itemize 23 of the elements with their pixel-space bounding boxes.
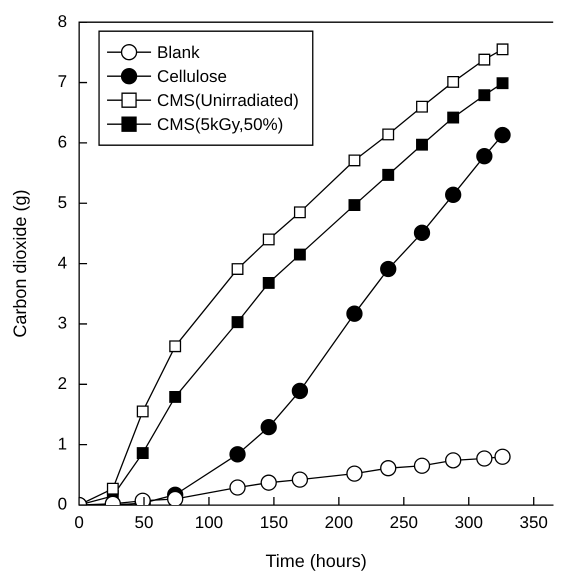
x-axis-title: Time (hours) [265, 551, 367, 572]
y-tick-label: 5 [58, 192, 68, 212]
y-axis-title: Carbon dioxide (g) [10, 190, 30, 338]
y-tick-label: 6 [58, 132, 68, 152]
x-tick-label: 0 [74, 512, 84, 532]
legend-label: Blank [157, 42, 200, 62]
legend-label: Cellulose [157, 66, 227, 86]
x-tick-label: 150 [260, 512, 288, 532]
y-tick-label: 3 [58, 314, 68, 333]
x-tick-label: 300 [454, 512, 483, 532]
y-tick-label: 2 [58, 374, 68, 393]
x-tick-label: 50 [134, 512, 154, 532]
legend-label: CMS(Unirradiated) [157, 90, 299, 110]
x-tick-label: 200 [324, 512, 354, 532]
legend-label: CMS(5kGy,50%) [157, 114, 284, 134]
y-tick-label: 4 [58, 253, 68, 272]
y-tick-label: 7 [58, 72, 68, 92]
y-tick-label: 0 [58, 494, 68, 514]
x-tick-label: 350 [520, 512, 548, 532]
x-tick-label: 100 [194, 512, 224, 532]
x-tick-label: 250 [390, 512, 418, 532]
y-tick-label: 8 [58, 12, 68, 31]
y-tick-label: 1 [58, 434, 68, 454]
